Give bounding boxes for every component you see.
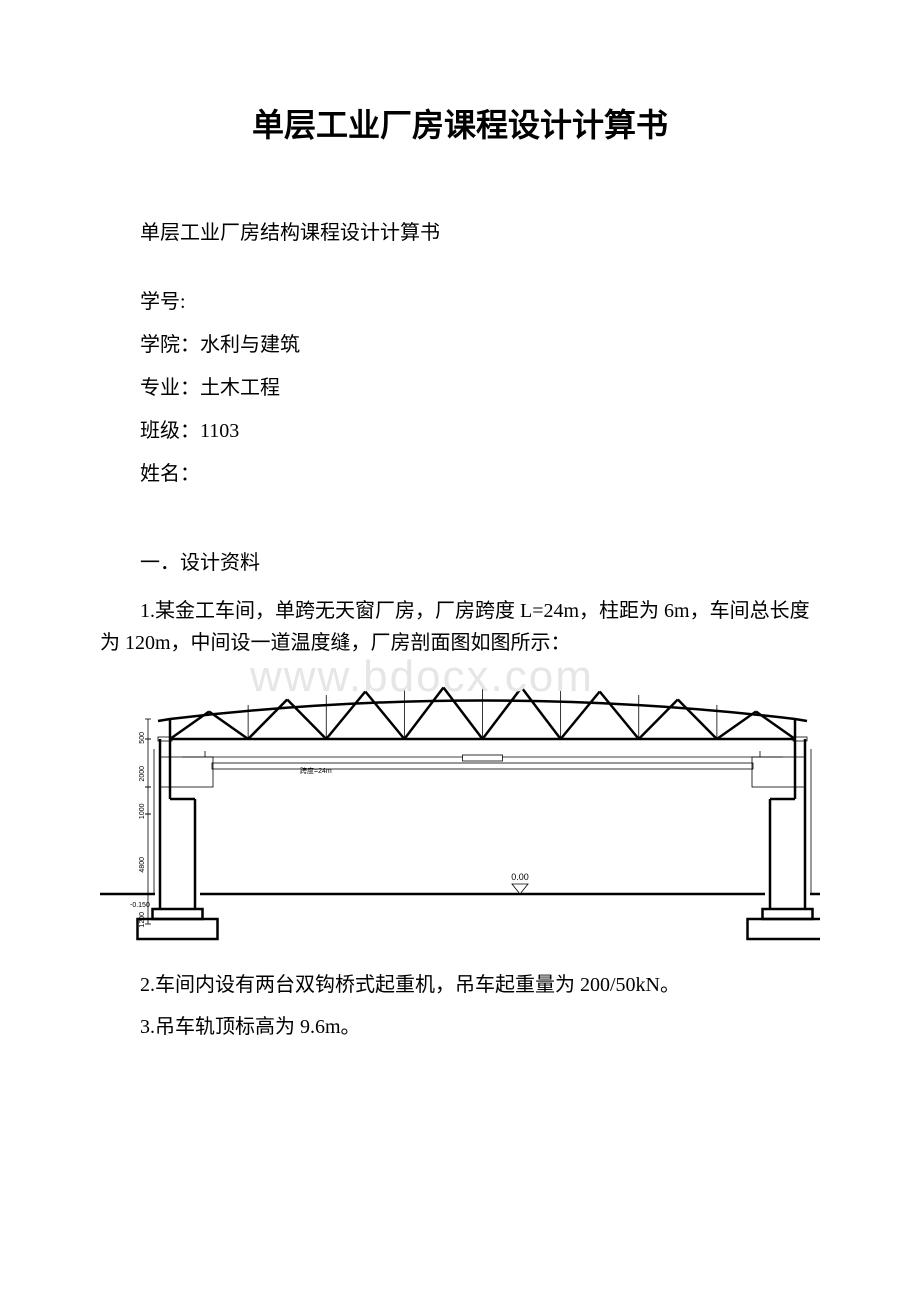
- college-label: 学院：: [140, 334, 200, 356]
- major-value: 土木工程: [200, 377, 280, 399]
- section-1-heading: 一．设计资料: [100, 546, 820, 575]
- class-line: 班级：1103: [100, 414, 820, 443]
- svg-text:4800: 4800: [139, 857, 146, 873]
- building-section-svg: 0.00 -0.150 跨度=24m 500 2000 1000 4800 1200: [100, 669, 820, 949]
- class-value: 1103: [200, 420, 239, 442]
- student-id-line: 学号:: [100, 285, 820, 314]
- svg-text:1200: 1200: [139, 912, 146, 928]
- paragraph-2: 2.车间内设有两台双钩桥式起重机，吊车起重量为 200/50kN。: [100, 969, 820, 1001]
- college-line: 学院：水利与建筑: [100, 328, 820, 357]
- svg-text:-0.150: -0.150: [130, 902, 150, 909]
- section-diagram: 0.00 -0.150 跨度=24m 500 2000 1000 4800 1200: [100, 669, 820, 949]
- class-label: 班级：: [140, 420, 200, 442]
- name-line: 姓名：: [100, 457, 820, 486]
- name-label: 姓名：: [140, 463, 200, 485]
- major-line: 专业：土木工程: [100, 371, 820, 400]
- subtitle: 单层工业厂房结构课程设计计算书: [100, 216, 820, 245]
- paragraph-3: 3.吊车轨顶标高为 9.6m。: [100, 1011, 820, 1043]
- svg-text:跨度=24m: 跨度=24m: [300, 766, 332, 775]
- svg-text:1000: 1000: [139, 803, 146, 819]
- document-page: www.bdocx.com 单层工业厂房课程设计计算书 单层工业厂房结构课程设计…: [0, 0, 920, 1113]
- college-value: 水利与建筑: [200, 334, 300, 356]
- svg-text:0.00: 0.00: [511, 872, 529, 882]
- student-id-label: 学号:: [140, 291, 186, 313]
- svg-text:2000: 2000: [139, 766, 146, 782]
- page-title: 单层工业厂房课程设计计算书: [100, 100, 820, 146]
- paragraph-1: 1.某金工车间，单跨无天窗厂房，厂房跨度 L=24m，柱距为 6m，车间总长度为…: [100, 595, 820, 659]
- major-label: 专业：: [140, 377, 200, 399]
- svg-text:500: 500: [139, 732, 146, 744]
